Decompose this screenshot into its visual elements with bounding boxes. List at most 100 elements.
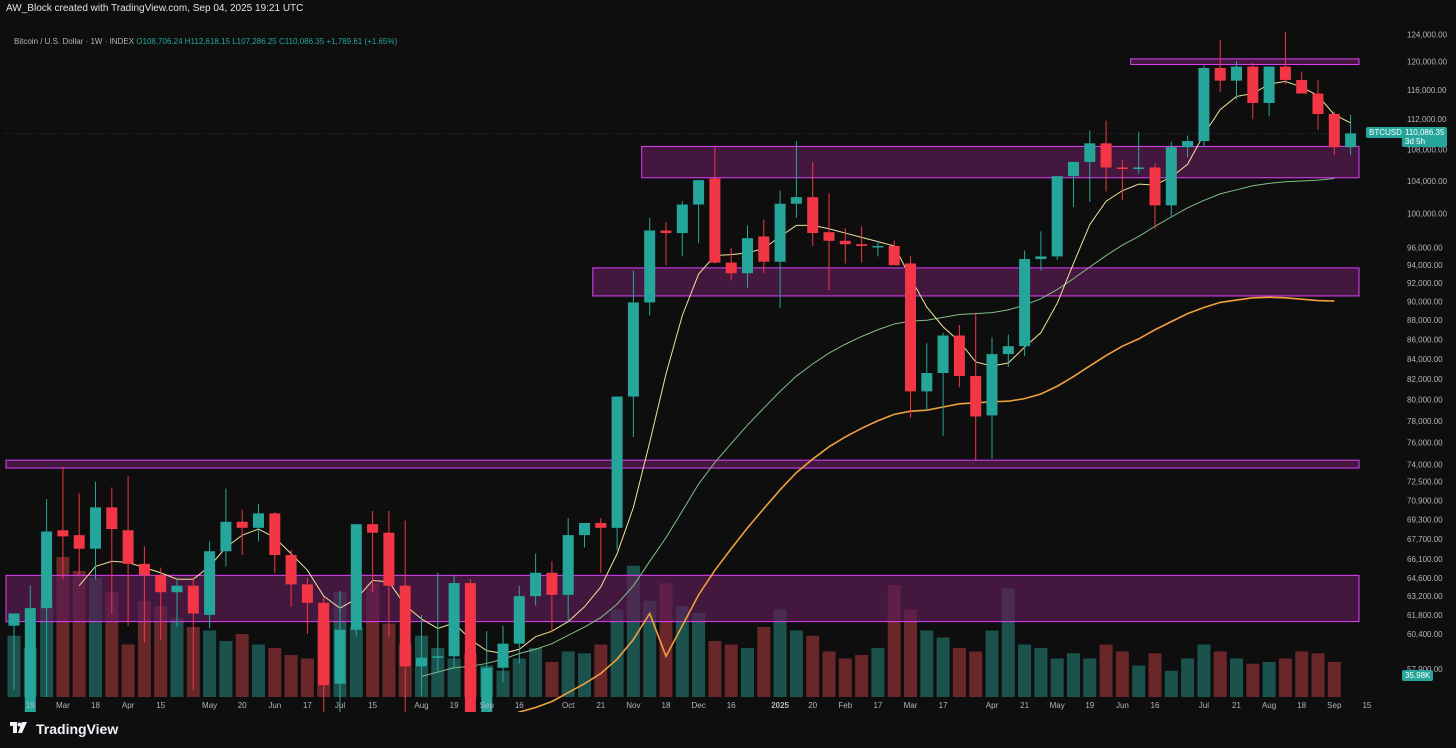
volume-bar — [757, 627, 771, 697]
candle-body — [204, 551, 216, 615]
volume-bar — [741, 648, 754, 697]
support-resistance-zone — [5, 459, 1360, 469]
candle-body — [301, 584, 313, 603]
candle-body — [888, 245, 900, 266]
candle-body — [725, 262, 737, 274]
x-tick-label: 21 — [596, 701, 605, 710]
volume-bar — [594, 644, 608, 697]
candle-body — [1198, 67, 1210, 142]
y-tick-label: 92,000.00 — [1407, 279, 1443, 288]
y-tick-label: 80,000.00 — [1407, 396, 1443, 405]
candle-body — [106, 507, 118, 530]
brand-name: TradingView — [36, 721, 119, 737]
candle-body — [1068, 161, 1079, 177]
candle-body — [236, 521, 248, 528]
volume-bar — [284, 655, 298, 697]
y-tick-label: 100,000.00 — [1407, 210, 1448, 219]
bar-countdown: 3d 5h — [1405, 137, 1426, 146]
volume-bar — [545, 662, 559, 697]
x-tick-label: Apr — [986, 701, 999, 710]
volume-bar — [871, 648, 885, 697]
volume-bar — [382, 623, 396, 697]
y-tick-label: 94,000.00 — [1407, 261, 1443, 270]
ticker-badge: BTCUSD — [1366, 127, 1405, 138]
y-tick-label: 82,000.00 — [1407, 375, 1443, 384]
candle-body — [513, 596, 525, 644]
candle-body — [171, 585, 183, 593]
candle-body — [1133, 167, 1145, 170]
candle-body — [1051, 176, 1063, 257]
candle-body — [693, 180, 705, 205]
candle-body — [660, 230, 672, 234]
volume-bar — [170, 618, 184, 697]
candle-body — [24, 608, 36, 712]
volume-bar — [300, 658, 314, 697]
x-tick-label: 16 — [515, 701, 524, 710]
candle-body — [1231, 66, 1242, 81]
candle-body — [90, 507, 101, 549]
candle-body — [155, 575, 167, 593]
close-value: C110,086.35 — [278, 37, 325, 46]
volume-bar — [985, 630, 999, 697]
candle-body — [187, 585, 199, 614]
x-tick-label: Jul — [335, 701, 345, 710]
support-resistance-zone — [592, 267, 1360, 297]
volume-bar — [1278, 658, 1292, 697]
x-tick-label: 19 — [1085, 701, 1094, 710]
chart-area[interactable]: 124,000.00 120,000.00 116,000.00 112,000.00… — [4, 17, 1456, 712]
candle-body — [807, 197, 819, 234]
volume-bar — [235, 634, 249, 697]
candle-body — [41, 531, 53, 609]
y-tick-label: 67,700.00 — [1407, 535, 1443, 544]
x-tick-label: May — [202, 701, 217, 710]
x-tick-label: 18 — [91, 701, 100, 710]
volume-badge: 35.98K — [1402, 670, 1434, 681]
x-tick-label: Feb — [838, 701, 852, 710]
y-tick-label: 76,000.00 — [1407, 438, 1443, 447]
volume-bar — [1164, 670, 1178, 697]
x-tick-label: 16 — [1151, 701, 1160, 710]
volume-bar — [904, 609, 917, 697]
tradingview-brand[interactable]: TradingView — [8, 721, 118, 737]
x-tick-label: 17 — [939, 701, 948, 710]
volume-bar — [268, 648, 282, 697]
y-tick-label: 88,000.00 — [1407, 316, 1443, 325]
volume-bar — [1018, 644, 1032, 697]
y-tick-label: 72,500.00 — [1407, 478, 1443, 487]
volume-bar — [121, 644, 135, 697]
y-tick-label: 108,000.00 — [1407, 146, 1448, 155]
x-tick-label: Mar — [56, 701, 70, 710]
candle-body — [562, 535, 574, 595]
volume-bar — [952, 648, 966, 697]
candle-body — [253, 513, 264, 528]
high-value: H112,618.15 — [184, 37, 230, 46]
ohlc-legend: Bitcoin / U.S. Dollar · 1W · INDEX O108,… — [14, 37, 397, 46]
last-price: 110,086.35 — [1405, 128, 1445, 137]
volume-bar — [1181, 658, 1195, 697]
candle-body — [595, 522, 607, 528]
y-tick-label: 64,600.00 — [1407, 574, 1443, 583]
candle-body — [448, 583, 460, 657]
volume-bar — [643, 600, 657, 697]
tradingview-logo-icon — [10, 722, 27, 733]
x-tick-label: 17 — [303, 701, 312, 710]
candle-body — [122, 530, 134, 564]
x-tick-label: Sep — [480, 701, 495, 710]
x-tick-label: May — [1050, 701, 1065, 710]
volume-bar — [1148, 653, 1162, 697]
candle-body — [856, 244, 868, 246]
candle-body — [1263, 66, 1275, 103]
candle-body — [73, 535, 85, 549]
volume-bar — [154, 606, 168, 697]
volume-bar — [1213, 651, 1227, 697]
candle-body — [921, 373, 933, 392]
y-tick-label: 90,000.00 — [1407, 297, 1443, 306]
volume-bar — [936, 637, 950, 697]
y-tick-label: 124,000.00 — [1407, 30, 1448, 39]
candlestick-chart[interactable]: 124,000.00 120,000.00 116,000.00 112,000.00… — [4, 17, 1456, 712]
ema-mid-line — [421, 178, 1335, 677]
volume-bar — [137, 600, 151, 697]
open-value: O108,706.24 — [136, 37, 183, 46]
candle-body — [220, 521, 232, 552]
y-tick-label: 69,300.00 — [1407, 515, 1443, 524]
